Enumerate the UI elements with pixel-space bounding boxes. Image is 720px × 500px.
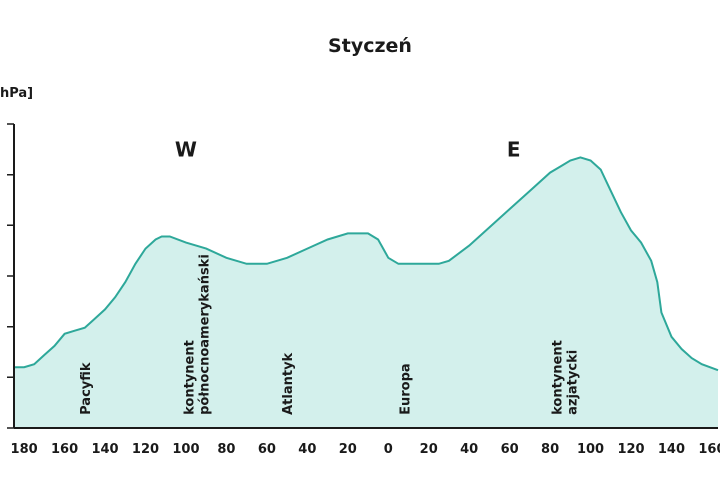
x-tick-label: 20: [339, 442, 357, 457]
x-tick-label: 100: [172, 442, 199, 457]
region-label: azjatycki: [566, 350, 581, 415]
x-tick-label: 120: [132, 442, 159, 457]
region-label: Pacyfik: [79, 362, 94, 415]
region-label: kontynent: [183, 340, 198, 415]
plot-area: [7, 123, 719, 429]
region-label: Atlantyk: [281, 352, 296, 414]
region-letter: W: [175, 137, 197, 161]
x-tick-label: 140: [658, 442, 685, 457]
x-tick-label: 120: [617, 442, 644, 457]
x-tick-label: 140: [91, 442, 118, 457]
region-letter: E: [507, 137, 521, 161]
pressure-area: [14, 157, 718, 428]
x-tick-label: 180: [11, 442, 38, 457]
x-tick-label: 60: [501, 442, 519, 457]
x-tick-label: 80: [217, 442, 235, 457]
x-tick-label: 20: [420, 442, 438, 457]
x-tick-label: 100: [577, 442, 604, 457]
y-axis-label: [hPa]: [0, 86, 33, 101]
region-label: Europa: [398, 363, 413, 415]
x-tick-label: 160: [51, 442, 78, 457]
x-tick-label: 60: [258, 442, 276, 457]
x-tick-label: 0: [384, 442, 393, 457]
x-tick-label: 80: [541, 442, 559, 457]
region-label: północnoamerykański: [198, 254, 213, 415]
region-label: kontynent: [551, 340, 566, 415]
x-tick-label: 40: [298, 442, 316, 457]
x-tick-label: 160: [698, 442, 720, 457]
chart-title: Styczeń: [328, 35, 412, 57]
x-axis-ticks: 180 160 140 120 100 80 60 40 20 0 20 40 60 80 100 120 14…: [11, 442, 720, 457]
pressure-line: [14, 156, 719, 372]
x-tick-label: 40: [460, 442, 478, 457]
